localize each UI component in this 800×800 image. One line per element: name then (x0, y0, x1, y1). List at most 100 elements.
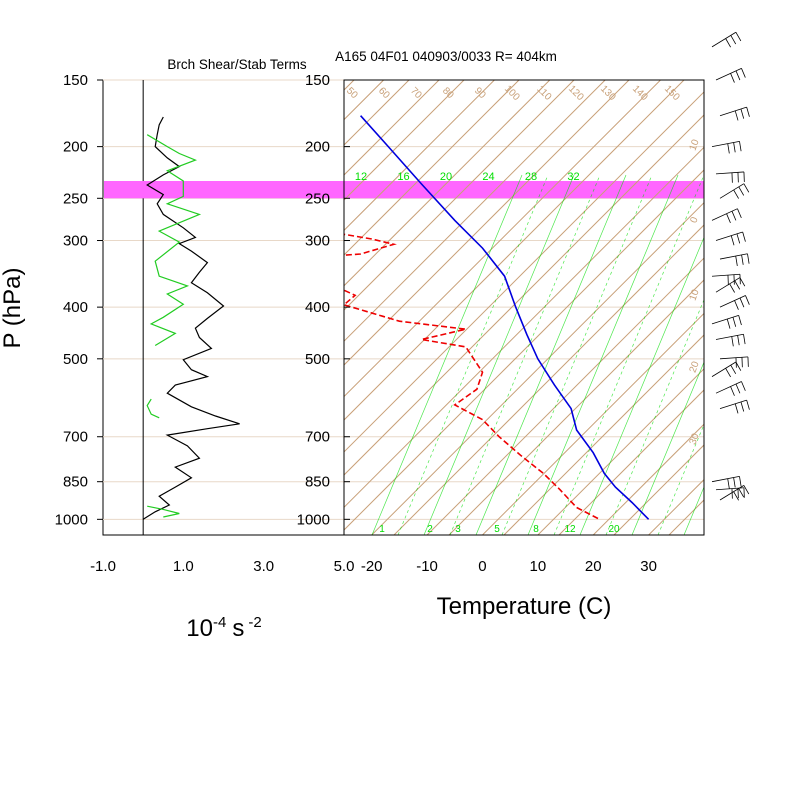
wind-barb-feather (734, 403, 739, 414)
shear-term-line (142, 116, 240, 520)
wind-barb-feather (725, 38, 731, 48)
wind-barb-staff (711, 314, 739, 325)
wind-barb-feather (735, 255, 738, 266)
wind-barb-feather (739, 476, 742, 487)
isotherm-label: 100 (502, 83, 522, 103)
shear-stability-panel: 150 200 250 300 400 500 700 850 1000 -1.0 1.0 3.0 5… (0, 72, 354, 642)
isotherm-line (344, 146, 704, 509)
isotherm-line (344, 80, 440, 176)
wind-barb-feather (736, 233, 741, 244)
wind-barb-staff (711, 273, 740, 277)
wind-barb-feather (733, 477, 736, 488)
highlight-band-left-panel (104, 180, 344, 199)
dry-adiabat-line (344, 114, 704, 476)
wind-barb-feather (741, 254, 744, 265)
isotherm-label: 90 (472, 85, 488, 101)
wind-barb-feather (730, 386, 735, 396)
wind-barb (719, 253, 750, 266)
wind-barb-feather (738, 315, 742, 326)
isotherm-line (592, 423, 704, 535)
highlight-band (344, 180, 704, 199)
wind-barb-feather (725, 368, 731, 378)
wind-barb-staff (711, 361, 737, 377)
wind-barb-staff (715, 381, 742, 394)
left-panel-title: Brch Shear/Stab Terms (167, 57, 307, 72)
left-y-tick-label: 400 (63, 299, 88, 316)
wind-barb-feather (743, 183, 750, 193)
skew-y-tick-label: 250 (305, 190, 330, 207)
wind-barb (715, 333, 746, 347)
wind-barb (719, 106, 750, 121)
dry-adiabat-line (393, 224, 704, 535)
mixing-ratio-line (683, 486, 704, 535)
skew-x-tick-label: -10 (416, 558, 438, 575)
left-y-tick-label: 1000 (55, 511, 88, 528)
wind-barb-staff (715, 231, 743, 241)
wind-barb (711, 31, 742, 48)
mixing-ratio-line (475, 174, 627, 535)
x-axis-title-unit: s (232, 615, 244, 642)
wind-barb-feather (737, 335, 740, 346)
skew-y-tick-label: 850 (305, 474, 330, 491)
dry-adiabat-line (558, 389, 704, 535)
mixing-ratio-line (631, 361, 704, 535)
mixing-ratio-label-top: 20 (440, 171, 452, 183)
mixing-ratio-line (710, 175, 800, 535)
wind-barb-feather (734, 280, 741, 290)
mixing-ratio-label-top: 24 (482, 171, 494, 183)
dry-adiabat-line (613, 444, 704, 535)
wind-barb-feather (730, 235, 735, 246)
wind-barb-staff (719, 399, 747, 410)
mixing-ratio-line (501, 174, 653, 535)
x-axis-title-base: 10 (186, 615, 213, 642)
mixing-ratio-line (527, 174, 679, 535)
wind-barb (715, 277, 746, 293)
mixing-ratio-label-bottom: 1 (379, 524, 385, 535)
dry-adiabat-label: 20 (688, 360, 702, 375)
wind-barb-feather (731, 211, 737, 221)
wind-barb-staff (715, 277, 741, 293)
mixing-ratio-label-bottom: 2 (427, 524, 433, 535)
mixing-ratio-line (657, 423, 704, 535)
isotherm-label: 130 (598, 83, 618, 103)
skew-x-tick-label: 30 (640, 558, 657, 575)
stability-term-line (146, 398, 160, 419)
dry-adiabat-line (344, 169, 704, 531)
isotherm-line (703, 534, 704, 535)
wind-barb-feather (734, 300, 739, 310)
isotherm-line (482, 312, 704, 535)
wind-barb-staff (711, 208, 738, 221)
wind-barb (715, 67, 746, 83)
wind-barb-feather (740, 108, 745, 119)
temperature-profile-line (360, 115, 650, 520)
dry-adiabat-line (779, 80, 800, 535)
wind-barb-feather (730, 364, 737, 375)
wind-barb (719, 356, 749, 368)
wind-barb (715, 381, 746, 396)
wind-barb-staff (715, 333, 744, 340)
isotherm-line (344, 80, 661, 398)
isotherm-line (344, 80, 495, 232)
wind-barb (711, 140, 742, 154)
isotherm-label: 80 (440, 85, 456, 101)
wind-barb-feather (743, 485, 750, 495)
isotherm-label: 110 (534, 84, 553, 103)
wind-barb-staff (711, 140, 740, 148)
dry-adiabat-line (344, 80, 685, 421)
isotherm-line (537, 368, 704, 535)
left-y-tick-label: 200 (63, 139, 88, 156)
wind-barb-staff (719, 295, 746, 308)
skew-x-tick-label: 20 (585, 558, 602, 575)
wind-barb-feather (741, 68, 746, 78)
wind-barb-feather (743, 334, 746, 345)
wind-barb-feather (739, 141, 742, 152)
left-x-tick-label: -1.0 (90, 558, 116, 575)
skew-y-tick-label: 200 (305, 139, 330, 156)
wind-barb-feather (735, 361, 742, 371)
isotherm-line (344, 80, 551, 287)
skew-x-tick-label: -20 (361, 558, 383, 575)
mixing-ratio-line (449, 174, 601, 535)
isotherm-line (344, 80, 606, 342)
dry-adiabat-line (344, 80, 520, 256)
